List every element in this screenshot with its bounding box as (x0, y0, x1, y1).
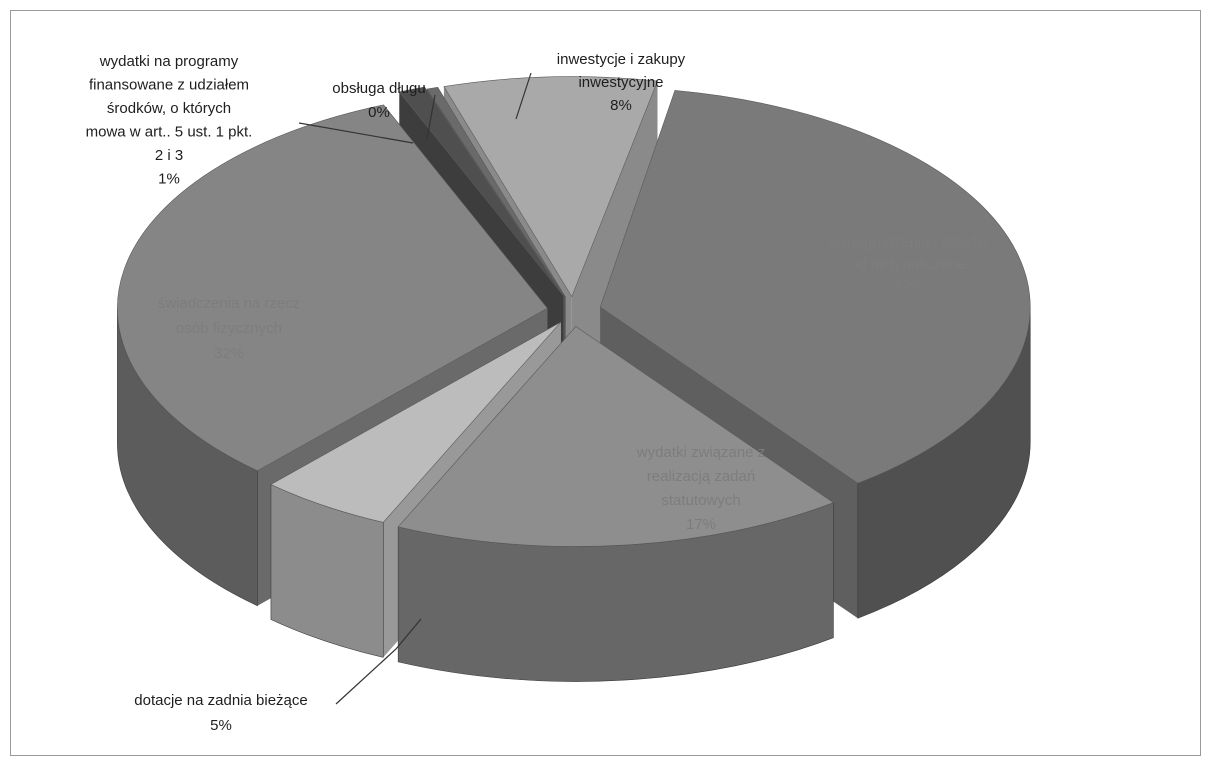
pie-slice (270, 321, 562, 523)
slice-labels: wynagrodzenia i składki od nich naliczane… (86, 51, 988, 734)
label-line: statutowych (661, 492, 740, 509)
pie-slice (426, 86, 566, 298)
leader-line (426, 94, 436, 140)
label-programy: wydatki na programy finansowane z udziałe… (86, 53, 253, 188)
leader-line (515, 72, 532, 120)
label-percent: 0% (368, 104, 390, 121)
label-line: inwestycyjne (578, 74, 663, 91)
pie-slice (443, 76, 658, 298)
chart-frame: wynagrodzenia i składki od nich naliczane… (10, 10, 1201, 756)
slice-tops (117, 76, 1031, 547)
label-line: inwestycje i zakupy (557, 51, 686, 68)
pie-slice (117, 104, 548, 472)
label-swiadczenia: świadczenia na rzecz osób fizycznych 32% (158, 295, 301, 362)
label-percent: 5% (210, 717, 232, 734)
label-percent: 32% (214, 345, 244, 362)
label-line: wydatki związane z (636, 444, 765, 461)
pie-slice (599, 90, 1031, 484)
label-percent: 8% (610, 97, 632, 114)
pie-slice (397, 326, 835, 547)
label-line: obsługa długu (332, 80, 425, 97)
label-line: środków, o których (107, 100, 231, 117)
label-line: wydatki na programy (99, 53, 239, 70)
leader-lines (298, 72, 532, 705)
label-line: dotacje na zadnia bieżące (134, 692, 307, 709)
label-line: finansowane z udziałem (89, 77, 249, 94)
label-line: 2 i 3 (155, 147, 183, 164)
label-dotacje: dotacje na zadnia bieżące 5% (134, 692, 307, 734)
label-line: od nich naliczane (850, 256, 966, 273)
label-wynagrodzenia: wynagrodzenia i składki od nich naliczane… (828, 234, 987, 295)
label-percent: 17% (686, 516, 716, 533)
label-percent: 1% (158, 171, 180, 188)
pie-chart: wynagrodzenia i składki od nich naliczane… (86, 51, 1031, 734)
leader-line (335, 618, 422, 705)
label-obsluga-dlugu: obsługa długu 0% (332, 80, 425, 121)
label-line: osób fizycznych (176, 320, 282, 337)
label-line: wynagrodzenia i składki (828, 234, 987, 251)
label-percent: 37% (893, 278, 923, 295)
label-line: świadczenia na rzecz (158, 295, 301, 312)
label-line: realizacją zadań (647, 468, 755, 485)
label-line: mowa w art.. 5 ust. 1 pkt. (86, 124, 253, 141)
label-inwestycje: inwestycje i zakupy inwestycyjne 8% (557, 51, 686, 114)
label-wydatki-statutowe: wydatki związane z realizacją zadań statut… (636, 444, 765, 533)
leader-line (298, 122, 414, 144)
pie-slice (398, 86, 564, 296)
